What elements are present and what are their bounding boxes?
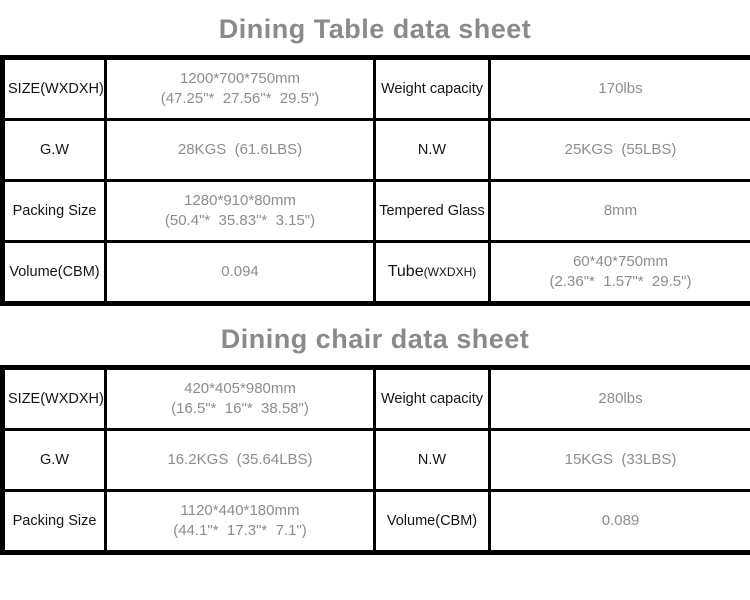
row-label-tube: Tube(WXDXH) [373, 240, 491, 305]
row-label-packing-size: Packing Size [1, 179, 107, 243]
row-value-packing-size: 1280*910*80mm (50.4"* 35.83"* 3.15") [104, 179, 376, 243]
table-row: Volume(CBM) 0.094 Tube(WXDXH) 60*40*750m… [1, 240, 750, 305]
row-label-tempered-glass: Tempered Glass [373, 179, 491, 243]
dining-table-sheet-title: Dining Table data sheet [218, 14, 532, 44]
value-line: 280lbs [598, 390, 643, 407]
value-line-mm: 1280*910*80mm [184, 192, 296, 209]
dining-chair-sheet-title: Dining chair data sheet [220, 324, 530, 354]
value-line: 0.094 [221, 263, 259, 280]
row-value-weight-capacity: 280lbs [488, 366, 750, 431]
row-value-packing-size: 1120*440*180mm (44.1"* 17.3"* 7.1") [104, 489, 376, 554]
value-line: 170lbs [598, 80, 643, 97]
row-value-nw: 25KGS (55LBS) [488, 118, 750, 182]
dining-table-data-table: SIZE(WXDXH) 1200*700*750mm (47.25"* 27.5… [0, 55, 750, 306]
row-label-nw: N.W [373, 428, 491, 492]
value-line-mm: 1120*440*180mm [180, 502, 300, 519]
row-label-weight-capacity: Weight capacity [373, 366, 491, 431]
value-line-mm: 420*405*980mm [184, 380, 296, 397]
row-value-tempered-glass: 8mm [488, 179, 750, 243]
table-row: Packing Size 1280*910*80mm (50.4"* 35.83… [1, 179, 750, 243]
row-value-gw: 16.2KGS (35.64LBS) [104, 428, 376, 492]
row-label-volume: Volume(CBM) [373, 489, 491, 554]
row-value-size: 1200*700*750mm (47.25"* 27.56"* 29.5") [104, 56, 376, 121]
row-value-nw: 15KGS (33LBS) [488, 428, 750, 492]
row-label-gw: G.W [1, 428, 107, 492]
row-label-packing-size: Packing Size [1, 489, 107, 554]
value-line-mm: 1200*700*750mm [179, 70, 301, 87]
value-line-mm: 60*40*750mm [572, 253, 669, 270]
table-row: G.W 16.2KGS (35.64LBS) N.W 15KGS (33LBS) [1, 428, 750, 492]
row-label-weight-capacity: Weight capacity [373, 56, 491, 121]
row-value-size: 420*405*980mm (16.5"* 16"* 38.58") [104, 366, 376, 431]
row-label-nw: N.W [373, 118, 491, 182]
table-row: SIZE(WXDXH) 1200*700*750mm (47.25"* 27.5… [1, 56, 750, 121]
row-value-volume: 0.094 [104, 240, 376, 305]
tube-dims-suffix: (WXDXH) [423, 265, 477, 279]
value-line-inches: (44.1"* 17.3"* 7.1") [173, 522, 307, 539]
row-value-weight-capacity: 170lbs [488, 56, 750, 121]
value-line-inches: (47.25"* 27.56"* 29.5") [160, 90, 320, 107]
row-label-size: SIZE(WXDXH) [1, 56, 107, 121]
value-line-inches: (50.4"* 35.83"* 3.15") [164, 212, 316, 229]
value-line: 16.2KGS (35.64LBS) [167, 451, 313, 468]
dining-chair-data-table: SIZE(WXDXH) 420*405*980mm (16.5"* 16"* 3… [0, 365, 750, 555]
row-value-volume: 0.089 [488, 489, 750, 554]
value-line: 8mm [603, 202, 638, 219]
value-line: 0.089 [601, 512, 640, 529]
value-line-inches: (2.36"* 1.57"* 29.5") [549, 273, 692, 290]
value-line: 28KGS (61.6LBS) [177, 141, 303, 158]
row-label-volume: Volume(CBM) [1, 240, 107, 305]
value-line: 15KGS (33LBS) [564, 451, 677, 468]
row-value-gw: 28KGS (61.6LBS) [104, 118, 376, 182]
value-line: 25KGS (55LBS) [564, 141, 677, 158]
table-row: SIZE(WXDXH) 420*405*980mm (16.5"* 16"* 3… [1, 366, 750, 431]
table-row: Packing Size 1120*440*180mm (44.1"* 17.3… [1, 489, 750, 554]
row-label-gw: G.W [1, 118, 107, 182]
table-row: G.W 28KGS (61.6LBS) N.W 25KGS (55LBS) [1, 118, 750, 182]
row-value-tube: 60*40*750mm (2.36"* 1.57"* 29.5") [488, 240, 750, 305]
row-label-size: SIZE(WXDXH) [1, 366, 107, 431]
value-line-inches: (16.5"* 16"* 38.58") [171, 400, 309, 417]
